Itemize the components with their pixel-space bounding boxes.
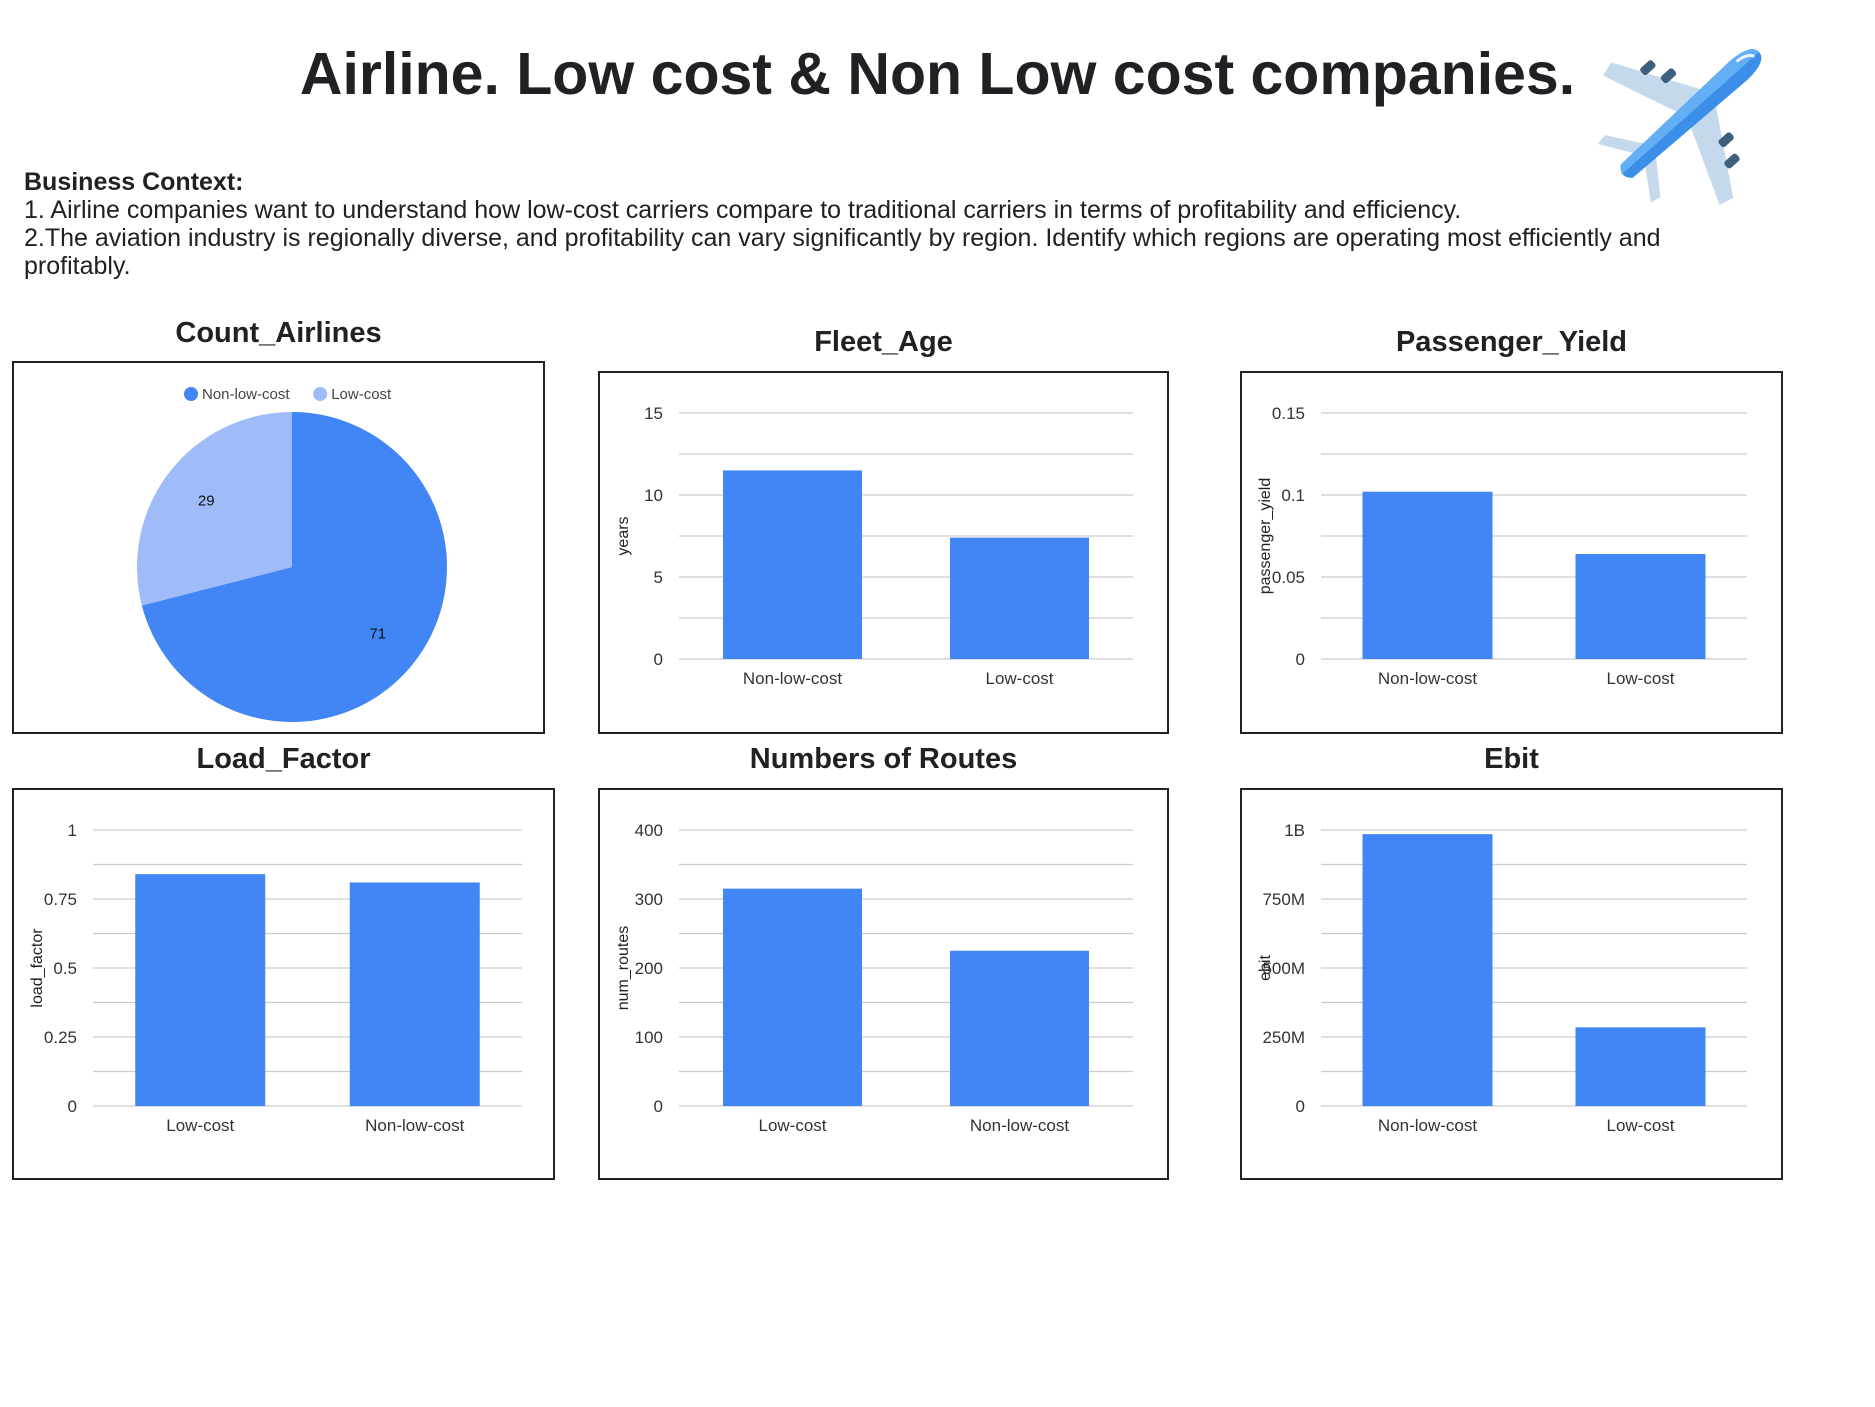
x-tick-label: Low-cost [758,1116,826,1135]
business-context: Business Context: 1. Airline companies w… [24,168,1724,280]
pie-chart-svg: Non-low-cost Low-cost 71 29 [137,386,448,722]
chart-title-passenger-yield: Passenger_Yield [1395,326,1628,358]
chart-title-count-airlines: Count_Airlines [175,317,382,349]
x-tick-label: Non-low-cost [365,1116,464,1135]
page-title: Airline. Low cost & Non Low cost compani… [299,41,1576,107]
bar-non-low-cost [349,882,480,1106]
bar-non-low-cost [1362,834,1493,1106]
x-tick-label: Low-cost [1606,669,1674,688]
context-line-2: 2.The aviation industry is regionally di… [24,224,1661,280]
chart-title-num-routes: Numbers of Routes [749,743,1018,775]
pie-slice-low-cost [137,412,292,606]
y-tick-label: 0.5 [53,959,77,978]
bar-low-cost [723,888,862,1106]
chart-load-factor: 0 0.25 0.5 0.75 1 load_factor Low-cost Non-low-… [12,788,555,1180]
chart-title-load-factor: Load_Factor [196,743,371,775]
x-tick-label: Low-cost [985,669,1053,688]
y-tick-label: 100 [635,1028,663,1047]
bar-low-cost [1575,554,1706,659]
y-tick-label: 10 [644,486,663,505]
y-axis-label: years [615,516,632,555]
x-tick-label: Low-cost [166,1116,234,1135]
legend-marker [184,387,198,401]
y-tick-label: 0.1 [1281,486,1305,505]
bar-chart-svg: 0 100 200 300 400 num_routes Low-cost Non-low-c… [615,821,1133,1135]
x-tick-label: Non-low-cost [743,669,842,688]
y-tick-label: 0 [654,1097,663,1116]
bar-non-low-cost [723,470,862,659]
legend-label: Low-cost [331,386,392,403]
y-tick-label: 15 [644,404,663,423]
y-tick-label: 300 [635,890,663,909]
bar-chart-svg: 0 250M 500M 750M 1B ebit Non-low-cost Low-cost [1257,821,1747,1135]
y-tick-label: 750M [1262,890,1305,909]
x-tick-label: Low-cost [1606,1116,1674,1135]
data-label: 71 [369,626,386,643]
y-tick-label: 5 [654,568,663,587]
y-tick-label: 400 [635,821,663,840]
y-tick-label: 0 [654,650,663,669]
bar-chart-svg: 0 5 10 15 years Non-low-cost Low-cost [615,404,1133,688]
y-tick-label: 0.15 [1272,404,1305,423]
y-tick-label: 0 [1296,650,1305,669]
pie-slice-non-low-cost [141,412,448,722]
legend: Non-low-cost Low-cost [184,386,392,403]
x-tick-label: Non-low-cost [1378,669,1477,688]
bar-chart-svg: 0 0.25 0.5 0.75 1 load_factor Low-cost Non-low-… [29,821,522,1135]
legend-label: Non-low-cost [202,386,290,403]
chart-num-routes: 0 100 200 300 400 num_routes Low-cost Non-low-c… [598,788,1169,1180]
y-axis-label: num_routes [615,926,632,1011]
chart-title-fleet-age: Fleet_Age [814,326,953,358]
y-tick-label: 1B [1284,821,1305,840]
y-tick-label: 250M [1262,1028,1305,1047]
bar-low-cost [135,874,266,1106]
chart-count-airlines: Non-low-cost Low-cost 71 29 [12,361,545,734]
bar-non-low-cost [950,950,1089,1106]
y-tick-label: 0.05 [1272,568,1305,587]
x-tick-label: Non-low-cost [1378,1116,1477,1135]
y-axis-label: load_factor [29,928,46,1008]
bar-chart-svg: 0 0.05 0.1 0.15 passenger_yield Non-low-cost L… [1257,404,1747,688]
y-tick-label: 0 [1296,1097,1305,1116]
chart-passenger-yield: 0 0.05 0.1 0.15 passenger_yield Non-low-cost L… [1240,371,1783,734]
data-label: 29 [198,492,215,509]
y-tick-label: 0.25 [44,1028,77,1047]
airplane-icon [1597,49,1762,205]
bar-low-cost [1575,1027,1706,1106]
y-tick-label: 0.75 [44,890,77,909]
y-tick-label: 500M [1262,959,1305,978]
y-axis-label: ebit [1257,955,1274,981]
chart-ebit: 0 250M 500M 750M 1B ebit Non-low-cost Low-cost [1240,788,1783,1180]
chart-title-ebit: Ebit [1484,743,1539,775]
y-tick-label: 200 [635,959,663,978]
x-tick-label: Non-low-cost [970,1116,1069,1135]
context-title: Business Context: [24,168,244,196]
bar-non-low-cost [1362,491,1493,659]
chart-fleet-age: 0 5 10 15 years Non-low-cost Low-cost [598,371,1169,734]
y-axis-label: passenger_yield [1257,478,1274,595]
y-tick-label: 0 [68,1097,77,1116]
y-tick-label: 1 [68,821,77,840]
bar-low-cost [950,537,1089,659]
legend-marker [313,387,328,401]
context-line-1: 1. Airline companies want to understand … [24,196,1462,224]
